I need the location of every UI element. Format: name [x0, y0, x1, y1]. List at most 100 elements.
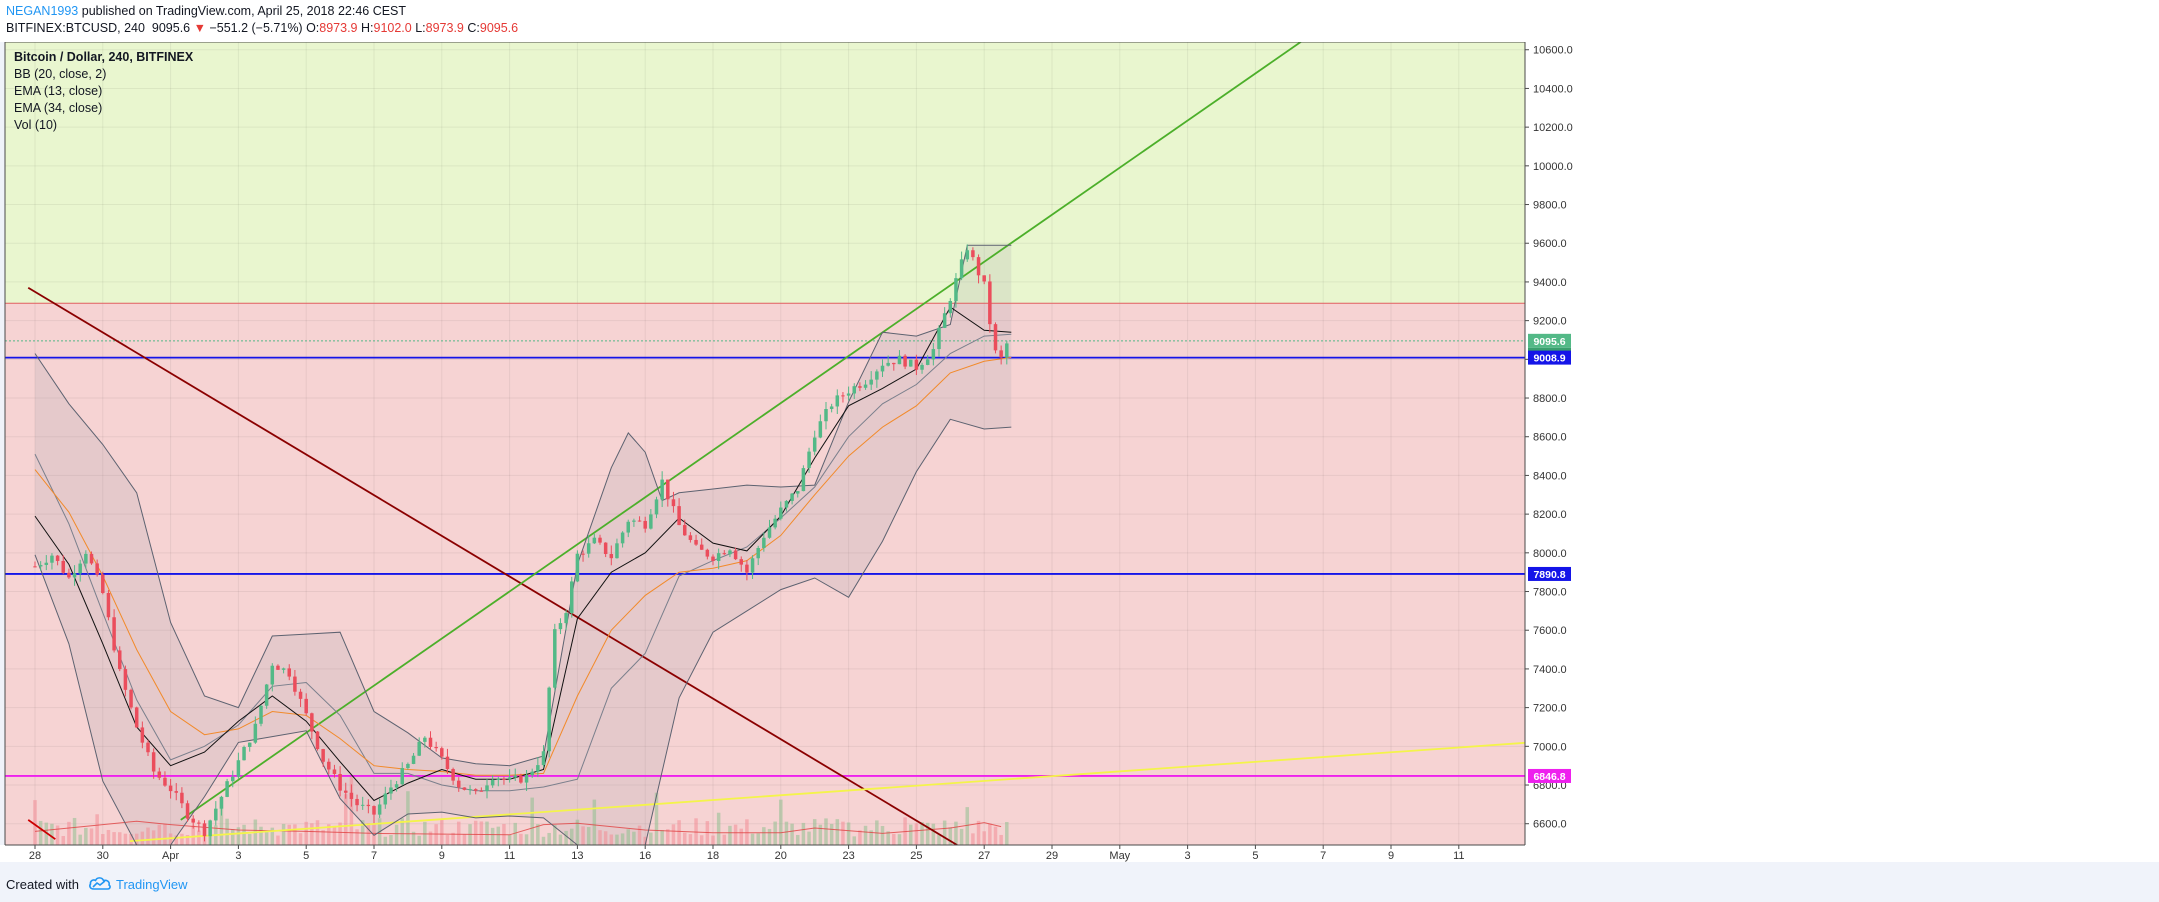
candle-body-88	[530, 771, 534, 776]
indicator-legend-0: BB (20, close, 2)	[14, 67, 106, 81]
volume-bar-157	[920, 822, 924, 845]
candle-body-105	[626, 521, 631, 533]
volume-bar-155	[908, 824, 913, 845]
candle-body-54	[338, 773, 342, 791]
volume-bar-12	[101, 834, 105, 845]
x-tick-label-15: 29	[1046, 850, 1058, 862]
volume-bar-84	[507, 835, 512, 845]
x-tick-label-21: 11	[1453, 850, 1464, 862]
volume-bar-153	[897, 834, 902, 845]
candle-body-75	[456, 780, 461, 788]
volume-bar-172	[1005, 822, 1009, 845]
y-tick-label-13: 8000.0	[1533, 548, 1567, 560]
volume-bar-67	[411, 831, 416, 845]
legend-layer: Bitcoin / Dollar, 240, BITFINEX BB (20, c…	[14, 50, 194, 132]
volume-bar-160	[937, 834, 941, 845]
volume-bar-161	[942, 820, 947, 845]
volume-bar-74	[451, 832, 455, 845]
volume-bar-47	[298, 833, 303, 845]
volume-bar-100	[598, 830, 602, 845]
volume-bar-40	[259, 826, 263, 845]
volume-bar-86	[519, 833, 523, 845]
candle-body-70	[428, 737, 433, 747]
candle-body-101	[603, 542, 608, 555]
candle-body-158	[925, 359, 930, 365]
y-tick-label-9: 8800.0	[1533, 393, 1567, 405]
volume-bar-57	[355, 829, 359, 845]
candle-body-122	[722, 553, 727, 555]
volume-bar-169	[988, 823, 992, 845]
candle-body-137	[807, 451, 811, 469]
candle-body-141	[829, 406, 834, 410]
trendline-uptrend	[180, 42, 1303, 821]
candle-body-81	[490, 779, 495, 786]
candle-body-127	[750, 558, 755, 573]
candle-body-123	[728, 550, 732, 555]
candle-body-117	[694, 539, 698, 545]
low-label: L:	[415, 21, 426, 35]
volume-bar-101	[603, 831, 608, 845]
price-label-bg-2	[1528, 566, 1571, 581]
candle-body-63	[389, 787, 393, 794]
y-tick-label-16: 7400.0	[1533, 664, 1567, 676]
price-label-1: 9008.9	[1533, 353, 1565, 365]
price-label-2: 7890.8	[1533, 569, 1565, 581]
candle-body-102	[609, 554, 614, 559]
candle-body-66	[406, 763, 410, 769]
author-link[interactable]: NEGAN1993	[6, 4, 79, 18]
volume-bar-148	[869, 830, 873, 845]
volume-bar-36	[236, 827, 241, 845]
candle-body-34	[225, 781, 229, 797]
candle-body-32	[214, 808, 218, 821]
x-tick-label-3: 3	[235, 850, 241, 862]
x-tick-label-0: 28	[29, 850, 41, 862]
candle-body-159	[931, 349, 936, 360]
candle-body-73	[445, 756, 450, 770]
volume-bar-162	[948, 827, 953, 845]
volume-bar-23	[163, 823, 167, 845]
volume-bar-170	[993, 826, 998, 845]
volume-bar-94	[564, 830, 568, 845]
candle-body-121	[716, 553, 721, 561]
volume-bar-103	[615, 834, 619, 845]
tradingview-cloud-icon[interactable]	[88, 874, 112, 892]
candle-body-7	[72, 573, 77, 578]
volume-bar-24	[168, 833, 173, 845]
volume-bar-144	[846, 822, 851, 845]
price-label-bg-0	[1528, 333, 1571, 348]
candle-body-38	[247, 742, 252, 747]
volume-bar-76	[462, 834, 467, 845]
candle-body-135	[795, 491, 800, 494]
volume-bar-102	[609, 834, 614, 845]
candle-body-39	[253, 723, 258, 743]
volume-bar-120	[711, 835, 715, 845]
candle-body-60	[372, 806, 376, 815]
candle-body-71	[434, 746, 438, 749]
candle-body-108	[643, 520, 647, 529]
candle-body-147	[863, 384, 868, 388]
price-chart[interactable]: 10600.0 10400.0 10200.0 10000.0 9800.0 9600.0…	[0, 42, 2159, 862]
candle-body-40	[259, 705, 263, 724]
volume-bar-82	[496, 826, 501, 845]
tradingview-brand[interactable]: TradingView	[116, 877, 188, 892]
candle-body-19	[140, 727, 145, 743]
candle-body-153	[897, 355, 902, 365]
candle-body-31	[208, 820, 212, 837]
x-tick-label-2: Apr	[162, 850, 179, 862]
volume-bar-159	[931, 823, 936, 845]
candle-body-150	[880, 365, 885, 372]
candle-body-58	[360, 804, 365, 806]
candle-body-132	[779, 507, 783, 519]
candle-body-13	[106, 593, 111, 618]
x-tick-label-17: 3	[1185, 850, 1191, 862]
volume-bar-0	[33, 800, 37, 845]
candle-body-171	[999, 350, 1003, 358]
volume-bar-73	[445, 834, 450, 845]
candle-body-138	[812, 437, 817, 452]
candle-body-29	[197, 822, 201, 824]
volume-bar-81	[490, 827, 495, 845]
volume-bar-135	[795, 834, 800, 845]
candle-body-115	[682, 525, 687, 536]
volume-bar-14	[112, 832, 116, 845]
candle-body-151	[886, 362, 890, 366]
